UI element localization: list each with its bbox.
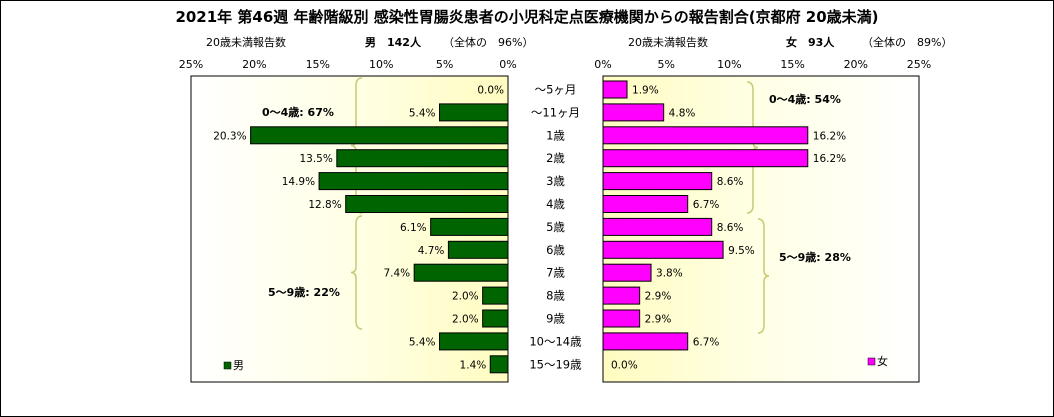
female-value-label: 2.9% [645, 291, 672, 303]
female-bar [602, 309, 641, 328]
category-label: 9歳 [546, 312, 565, 326]
male-value-label: 2.0% [452, 314, 479, 326]
female-group1-label: 0～4歳: 54% [769, 92, 841, 106]
male-bar [439, 103, 509, 122]
female-subtitle-count: 女 93人 [786, 35, 835, 49]
female-value-label: 6.7% [693, 336, 720, 348]
male-bar [482, 286, 509, 305]
male-value-label: 6.1% [400, 222, 427, 234]
female-legend-swatch [867, 357, 876, 366]
male-subtitle-note: （全体の 96%） [443, 35, 533, 49]
male-bar [413, 263, 509, 282]
category-label: ～5ヶ月 [535, 83, 577, 97]
female-bar [602, 195, 689, 213]
male-value-label: 1.4% [460, 359, 487, 371]
category-label: ～11ヶ月 [531, 105, 580, 119]
male-bar [250, 126, 509, 145]
female-value-label: 3.8% [656, 268, 683, 280]
male-bar [489, 355, 509, 374]
male-value-label: 5.4% [409, 107, 436, 119]
female-bar [602, 126, 809, 145]
male-value-label: 2.0% [452, 291, 479, 303]
female-subtitle-label: 20歳未満報告数 [628, 36, 708, 49]
male-group2-label: 5～9歳: 22% [268, 285, 340, 299]
female-bar [602, 103, 665, 122]
female-value-label: 1.9% [632, 85, 659, 97]
category-label: 1歳 [546, 128, 565, 142]
female-bar [602, 286, 641, 305]
category-label: 2歳 [546, 151, 565, 165]
category-label: 4歳 [546, 197, 565, 211]
male-axis-tick: 20% [242, 58, 266, 71]
category-label: 10～14歳 [529, 334, 582, 348]
category-label: 6歳 [546, 243, 565, 257]
male-value-label: 5.4% [409, 336, 436, 348]
female-group2-label: 5～9歳: 28% [779, 250, 851, 264]
male-legend-label: 男 [233, 359, 244, 372]
male-axis-tick: 10% [369, 58, 393, 71]
male-value-label: 13.5% [299, 153, 332, 165]
category-label: 5歳 [546, 220, 565, 234]
male-bar [345, 195, 509, 213]
group-bracket [350, 215, 363, 330]
female-value-label: 9.5% [728, 245, 755, 257]
male-axis-tick: 15% [306, 58, 330, 71]
female-bar [602, 80, 628, 99]
male-axis-tick: 5% [436, 58, 453, 71]
female-axis-tick: 10% [717, 58, 741, 71]
male-bar [430, 217, 509, 236]
female-value-label: 4.8% [669, 107, 696, 119]
female-value-label: 16.2% [813, 153, 846, 165]
female-bar [602, 240, 724, 259]
female-bar [602, 217, 713, 236]
category-label: 3歳 [546, 174, 565, 188]
male-value-label: 0.0% [477, 85, 504, 97]
female-axis-tick: 15% [780, 58, 804, 71]
female-bar [602, 149, 809, 168]
male-subtitle-label: 20歳未満報告数 [206, 36, 286, 49]
category-label: 8歳 [546, 289, 565, 303]
male-bar [336, 149, 509, 168]
male-bar [447, 240, 509, 259]
male-bar [318, 172, 509, 191]
female-value-label: 2.9% [645, 314, 672, 326]
female-bar [602, 263, 652, 282]
female-bar [602, 172, 713, 191]
female-value-label: 0.0% [611, 359, 638, 371]
male-group1-label: 0～4歳: 67% [262, 105, 334, 119]
female-bar [602, 332, 689, 351]
male-subtitle-count: 男 142人 [365, 35, 422, 49]
male-value-label: 12.8% [308, 199, 341, 211]
female-axis-tick: 0% [594, 58, 611, 71]
male-value-label: 14.9% [282, 176, 315, 188]
male-bar [482, 309, 509, 328]
female-axis-tick: 5% [657, 58, 674, 71]
male-axis-tick: 0% [499, 58, 516, 71]
male-value-label: 20.3% [213, 130, 246, 142]
category-label: 7歳 [546, 266, 565, 280]
female-axis-tick: 20% [844, 58, 868, 71]
group-bracket [746, 81, 759, 214]
female-value-label: 6.7% [693, 199, 720, 211]
male-value-label: 7.4% [383, 268, 410, 280]
male-axis-tick: 25% [179, 58, 203, 71]
chart-title: 2021年 第46週 年齢階級別 感染性胃腸炎患者の小児科定点医療機関からの報告… [175, 8, 878, 26]
female-value-label: 8.6% [717, 222, 744, 234]
female-subtitle-note: （全体の 89%） [862, 35, 952, 49]
category-label: 15～19歳 [529, 357, 582, 371]
male-legend-swatch [223, 361, 232, 370]
male-bar [439, 332, 509, 351]
female-value-label: 8.6% [717, 176, 744, 188]
female-legend-label: 女 [877, 354, 888, 368]
female-axis-tick: 25% [907, 58, 931, 71]
male-value-label: 4.7% [418, 245, 445, 257]
female-value-label: 16.2% [813, 130, 846, 142]
group-bracket [757, 218, 770, 334]
